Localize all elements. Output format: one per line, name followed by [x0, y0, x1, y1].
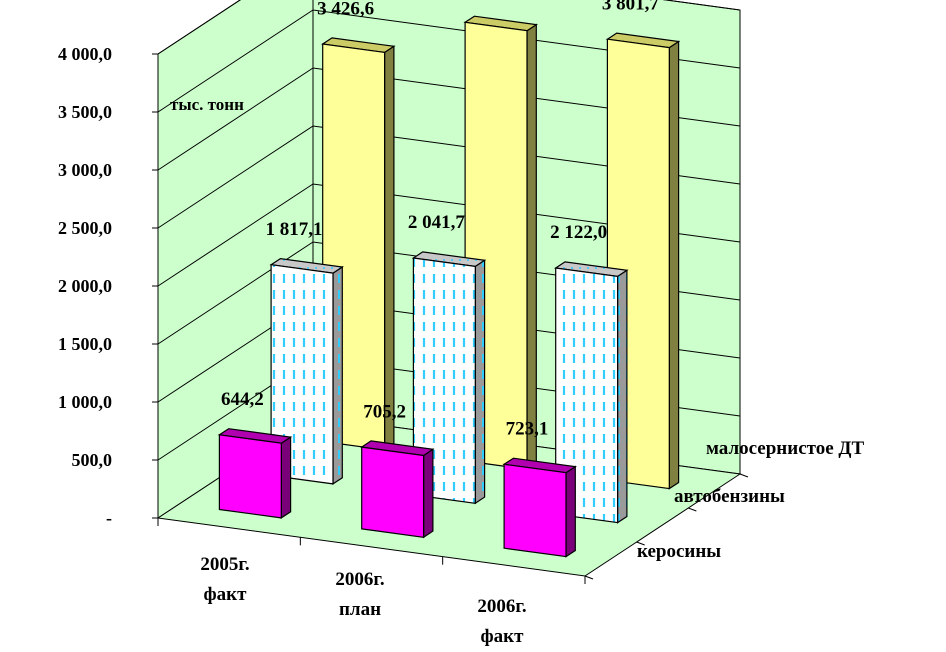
bar-side-face	[616, 269, 628, 524]
data-label: 2 041,7	[408, 212, 466, 233]
bar-side-face	[280, 435, 292, 520]
gridline	[157, 0, 741, 55]
bar-front-face	[555, 267, 619, 524]
z-tick	[584, 575, 594, 580]
x-tick-label: план	[339, 599, 381, 620]
series-label: керосины	[637, 541, 721, 562]
bar-0-1	[360, 440, 435, 539]
gridline	[157, 125, 741, 229]
y-tick-label: 4 000,0	[58, 44, 112, 64]
z-tick	[636, 541, 645, 546]
y-tick-label: 1 000,0	[58, 392, 112, 412]
bar-front-face	[218, 434, 282, 519]
gridlines	[157, 0, 741, 461]
bar-front-face	[270, 264, 334, 485]
bar-side-face	[332, 265, 343, 486]
bar-1-2	[554, 261, 629, 524]
unit-label: тыс. тонн	[170, 95, 244, 114]
gridline	[157, 9, 741, 113]
z-tick	[688, 507, 697, 512]
x-axis-labels: 2005г. факт 2006г. план 2006г. факт	[200, 554, 526, 647]
x-tick-label: 2006г.	[335, 569, 384, 590]
series-axis-labels: керосины автобензины малосернистое ДТ	[637, 438, 864, 562]
data-label: 2 122,0	[550, 222, 607, 243]
data-label: 3 426,6	[317, 0, 374, 19]
gridline	[157, 67, 741, 171]
y-tick-label: -	[106, 508, 112, 528]
data-label: 644,2	[221, 389, 264, 410]
bar-side-face	[526, 23, 537, 471]
bar-side-face	[565, 465, 576, 558]
bars	[217, 15, 681, 558]
bar-0-0	[217, 428, 293, 520]
y-tick-label: 2 500,0	[58, 218, 112, 238]
bar-side-face	[423, 448, 434, 539]
series-label: малосернистое ДТ	[706, 438, 864, 459]
bar-1-0	[269, 257, 344, 486]
y-tick-label: 3 500,0	[58, 102, 112, 122]
x-tick-label: факт	[204, 584, 248, 605]
y-tick-label: 1 500,0	[58, 334, 112, 354]
y-tick-label: 3 000,0	[58, 160, 112, 180]
y-tick-label: 500,0	[72, 450, 113, 470]
y-tick-label: 2 000,0	[58, 276, 112, 296]
bar-front-face	[412, 257, 476, 504]
bar-side-face	[668, 40, 680, 490]
y-axis-labels: - 500,0 1 000,0 1 500,0 2 000,0 2 500,0 3 000,…	[58, 44, 112, 528]
gridline	[157, 183, 741, 287]
bar-front-face	[361, 446, 425, 538]
chart-axes	[152, 53, 749, 584]
bar-1-1	[411, 251, 487, 505]
bar-side-face	[384, 45, 395, 452]
x-tick-label: 2005г.	[200, 554, 249, 575]
bar-0-2	[502, 457, 577, 558]
bar-side-face	[474, 259, 486, 505]
data-label: 1 817,1	[266, 219, 323, 240]
z-tick	[739, 473, 749, 478]
data-label: 705,2	[363, 401, 406, 422]
data-labels: 3 426,63 780,53 801,71 817,12 041,72 122…	[221, 0, 659, 440]
bar-front-face	[503, 463, 567, 558]
data-label: 3 801,7	[602, 0, 660, 14]
x-tick-label: факт	[481, 626, 525, 647]
series-label: автобензины	[674, 486, 785, 507]
data-label: 723,1	[506, 419, 549, 440]
x-tick-label: 2006г.	[477, 596, 526, 617]
